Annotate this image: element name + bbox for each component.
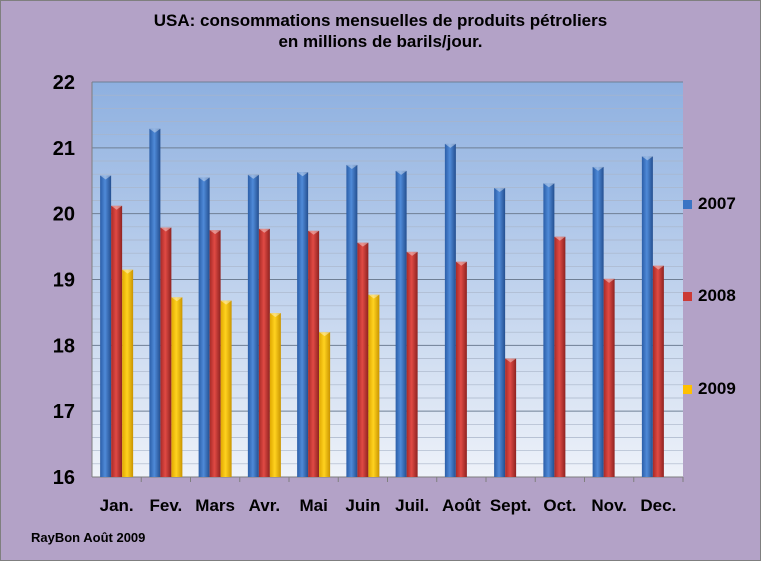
y-tick-label: 16 xyxy=(53,467,75,489)
bar-cap xyxy=(149,128,161,133)
bar-2007-Nov. xyxy=(592,166,604,478)
bar-2008-Mai xyxy=(308,230,320,477)
y-tick-label: 21 xyxy=(53,138,75,160)
credit-text: RayBon Août 2009 xyxy=(31,530,146,545)
bar-2009-Jan. xyxy=(122,269,134,477)
bar-2008-Dec. xyxy=(652,265,664,477)
bar-2008-Juil. xyxy=(406,251,418,477)
bar-cap xyxy=(357,242,369,247)
bar-2009-Avr. xyxy=(269,313,281,477)
bar-cap xyxy=(543,183,555,188)
bar-cap xyxy=(641,156,653,161)
bar-2009-Mai xyxy=(319,332,331,477)
bar-cap xyxy=(122,269,134,274)
bar-cap xyxy=(247,174,259,179)
x-tick-label: Avr. xyxy=(249,496,281,515)
legend-label: 2007 xyxy=(698,194,736,213)
y-tick-label: 19 xyxy=(53,270,75,292)
bar-2007-Fev. xyxy=(149,128,161,477)
bar-2008-Mars xyxy=(209,230,221,477)
bar-cap xyxy=(160,227,172,232)
legend-item-2007: 2007 xyxy=(683,194,736,214)
x-tick-label: Oct. xyxy=(543,496,576,515)
bar-cap xyxy=(269,313,281,318)
bar-cap xyxy=(308,230,320,235)
bar-cap xyxy=(258,228,270,233)
bar-cap xyxy=(220,300,232,305)
bar-cap xyxy=(111,205,123,210)
bar-cap xyxy=(554,236,566,241)
bar-cap xyxy=(368,294,380,299)
x-tick-label: Sept. xyxy=(490,496,532,515)
legend-item-2008: 2008 xyxy=(683,286,736,306)
bar-cap xyxy=(592,166,604,171)
legend-swatch xyxy=(683,384,692,394)
bar-2007-Oct. xyxy=(543,183,555,477)
bar-cap xyxy=(494,187,506,192)
bar-cap xyxy=(603,278,615,283)
bar-cap xyxy=(444,143,456,148)
x-tick-label: Mars xyxy=(195,496,235,515)
bar-cap xyxy=(505,358,517,363)
bar-2007-Mai xyxy=(297,172,309,478)
x-tick-label: Août xyxy=(442,496,481,515)
x-tick-label: Juil. xyxy=(395,496,429,515)
bar-2007-Jan. xyxy=(100,175,112,477)
bar-2007-Dec. xyxy=(641,156,653,477)
x-tick-label: Fev. xyxy=(149,496,182,515)
bar-2007-Sept. xyxy=(494,187,506,477)
bar-2008-Fev. xyxy=(160,227,172,477)
legend-swatch xyxy=(683,199,692,209)
bar-cap xyxy=(406,251,418,256)
bar-cap xyxy=(297,172,309,177)
legend-swatch xyxy=(683,291,692,301)
x-tick-label: Mai xyxy=(299,496,327,515)
bar-2008-Avr. xyxy=(258,228,270,477)
legend-item-2009: 2009 xyxy=(683,379,736,399)
bar-cap xyxy=(198,177,210,182)
x-tick-label: Jan. xyxy=(100,496,134,515)
bar-2008-Sept. xyxy=(505,358,517,477)
bar-2009-Juin xyxy=(368,294,380,477)
bar-2007-Avr. xyxy=(247,174,259,477)
bar-2009-Fev. xyxy=(171,297,183,477)
bar-cap xyxy=(319,332,331,337)
bar-cap xyxy=(100,175,112,180)
bar-2008-Jan. xyxy=(111,205,123,477)
bar-cap xyxy=(455,261,467,266)
bar-2008-Juin xyxy=(357,242,369,477)
x-tick-label: Nov. xyxy=(591,496,627,515)
x-tick-label: Juin xyxy=(345,496,380,515)
bar-2008-Oct. xyxy=(554,236,566,477)
bar-2009-Mars xyxy=(220,300,232,477)
y-tick-label: 22 xyxy=(53,72,75,94)
bar-2008-Août xyxy=(455,261,467,477)
bar-cap xyxy=(209,230,221,235)
title-line-2: en millions de barils/jour. xyxy=(278,32,483,51)
y-tick-label: 18 xyxy=(53,335,75,357)
legend-label: 2009 xyxy=(698,379,736,398)
bar-2007-Août xyxy=(444,143,456,477)
x-tick-label: Dec. xyxy=(640,496,676,515)
bar-cap xyxy=(346,164,358,169)
bar-2008-Nov. xyxy=(603,278,615,477)
bar-2007-Juin xyxy=(346,164,358,477)
legend-label: 2008 xyxy=(698,286,736,305)
bar-cap xyxy=(395,170,407,175)
bar-2007-Juil. xyxy=(395,170,407,477)
y-tick-label: 17 xyxy=(53,401,75,423)
bar-cap xyxy=(652,265,664,270)
chart-title: USA: consommations mensuelles de produit… xyxy=(0,10,761,52)
bar-cap xyxy=(171,297,183,302)
bar-2007-Mars xyxy=(198,177,210,478)
title-line-1: USA: consommations mensuelles de produit… xyxy=(153,11,608,30)
y-tick-label: 20 xyxy=(53,204,75,226)
